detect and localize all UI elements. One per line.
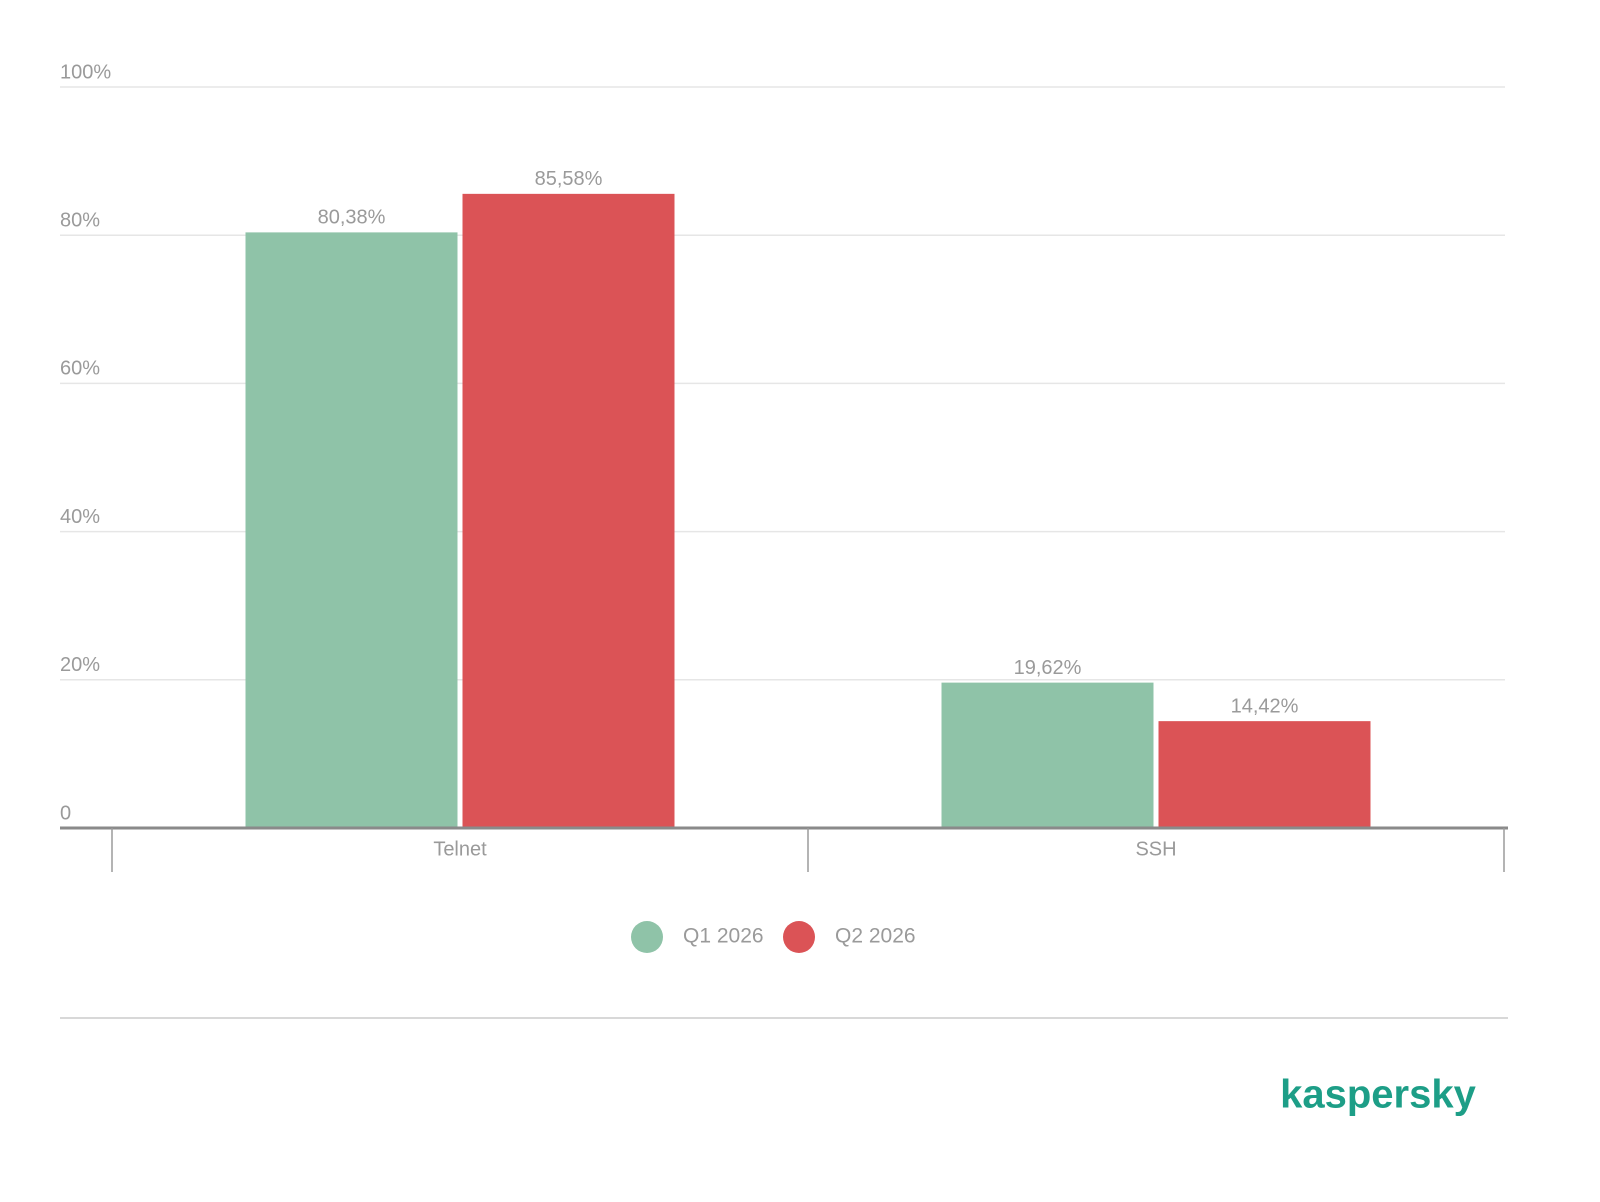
value-label: 19,62% [1014,657,1082,679]
y-tick-label: 40% [60,506,100,528]
brand-logo: kaspersky [1280,1073,1476,1117]
y-tick-label: 100% [60,61,111,83]
legend-swatch [783,921,815,953]
value-label: 85,58% [535,168,603,190]
value-label: 80,38% [318,207,386,229]
y-tick-label: 20% [60,654,100,676]
bar [941,682,1154,828]
value-label: 14,42% [1231,695,1299,717]
x-tick-label: SSH [1135,838,1176,860]
bar [1158,721,1371,828]
bar [462,193,675,829]
legend-text: Q2 2026 [835,925,916,948]
y-tick-label: 80% [60,209,100,231]
y-tick-label: 0 [60,802,71,824]
legend-text: Q1 2026 [683,925,764,948]
y-tick-label: 60% [60,358,100,380]
legend-swatch [631,921,663,953]
x-tick-label: Telnet [433,838,487,860]
bar [245,232,458,828]
